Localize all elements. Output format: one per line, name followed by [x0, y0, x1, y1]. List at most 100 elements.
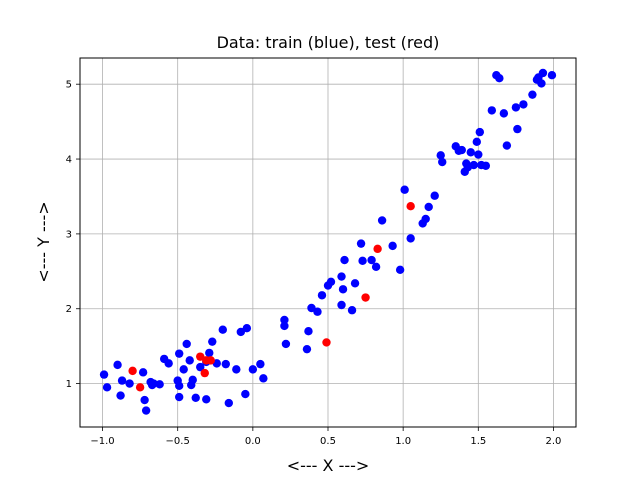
x-tick-label: 2.0 [546, 436, 562, 447]
train-point [367, 255, 376, 265]
train-point [337, 300, 346, 310]
train-point [495, 74, 504, 83]
train-point [205, 348, 214, 358]
train-point [513, 124, 522, 134]
train-point [466, 148, 475, 157]
x-axis-label: <--- X ---> [287, 456, 370, 475]
test-point [200, 368, 209, 378]
y-axis-ticks: 1 2 3 4 5 [66, 80, 80, 390]
chart-title: Data: train (blue), test (red) [217, 33, 440, 52]
train-point [469, 160, 478, 170]
test-point [196, 352, 205, 361]
train-point [117, 376, 127, 385]
train-point [340, 255, 349, 265]
train-point [141, 406, 151, 415]
test-point [128, 366, 137, 376]
train-point [155, 380, 164, 389]
train-point [304, 326, 313, 336]
train-point [102, 383, 112, 392]
train-point [438, 157, 447, 167]
train-point [538, 68, 548, 78]
train-point [113, 360, 122, 370]
train-point [474, 150, 483, 159]
test-point [322, 338, 331, 347]
train-point [221, 359, 230, 369]
y-tick-label: 5 [66, 80, 72, 91]
x-tick-label: 1.0 [395, 436, 411, 447]
train-point [388, 241, 397, 251]
train-point [191, 393, 200, 403]
train-point [281, 339, 291, 349]
y-tick-label: 1 [66, 379, 72, 390]
x-tick-label: 0.0 [245, 436, 261, 447]
train-point [358, 256, 367, 266]
train-point [537, 79, 546, 88]
train-point [259, 374, 268, 383]
train-point [475, 127, 485, 137]
train-point [356, 239, 366, 248]
test-point [135, 383, 145, 392]
train-point [326, 277, 336, 286]
train-point [99, 370, 109, 379]
train-point [436, 151, 445, 160]
test-point [373, 244, 382, 254]
train-point [179, 365, 188, 374]
train-point [241, 389, 250, 399]
data-points [99, 68, 557, 415]
train-point [519, 100, 528, 109]
train-point [430, 191, 439, 200]
train-point [248, 365, 258, 374]
train-point [196, 362, 205, 372]
train-point [313, 307, 322, 316]
train-point [424, 202, 433, 212]
train-point [242, 324, 252, 333]
train-point [218, 325, 227, 334]
train-point [164, 359, 173, 368]
train-point [317, 291, 327, 300]
train-point [338, 285, 348, 294]
x-tick-label: 0.5 [320, 436, 336, 447]
test-point [361, 293, 370, 302]
train-point [302, 344, 312, 354]
train-point [185, 356, 194, 365]
x-axis-ticks: −1.0 −0.5 0.0 0.5 1.0 1.5 2.0 [90, 427, 561, 447]
train-point [188, 375, 197, 385]
train-point [224, 398, 233, 408]
train-point [502, 141, 512, 150]
train-point [400, 185, 409, 194]
train-point [511, 103, 521, 112]
train-point [280, 315, 289, 325]
train-point [256, 359, 265, 369]
train-point [337, 272, 346, 281]
train-point [116, 391, 125, 400]
train-point [350, 279, 360, 288]
train-point [371, 262, 381, 272]
train-point [280, 321, 289, 331]
train-point [472, 137, 481, 147]
train-point [175, 381, 184, 391]
train-point [406, 234, 415, 243]
test-point [206, 356, 215, 365]
y-tick-label: 4 [66, 155, 72, 166]
x-tick-label: −0.5 [166, 436, 190, 447]
train-point [208, 337, 217, 346]
train-point [236, 327, 246, 337]
y-axis-label: <--- Y ---> [34, 201, 53, 282]
train-point [138, 368, 148, 377]
train-point [395, 265, 405, 275]
y-tick-label: 2 [66, 304, 72, 315]
train-point [547, 71, 557, 80]
x-tick-label: 1.5 [470, 436, 486, 447]
train-point [125, 379, 134, 388]
train-point [140, 395, 149, 405]
x-tick-label: −1.0 [90, 436, 114, 447]
test-point [406, 201, 415, 211]
train-point [182, 339, 191, 349]
train-point [421, 214, 430, 224]
train-point [175, 349, 184, 358]
y-tick-label: 3 [66, 229, 72, 240]
grid-lines [80, 58, 576, 427]
train-point [175, 392, 184, 402]
train-point [457, 145, 466, 155]
